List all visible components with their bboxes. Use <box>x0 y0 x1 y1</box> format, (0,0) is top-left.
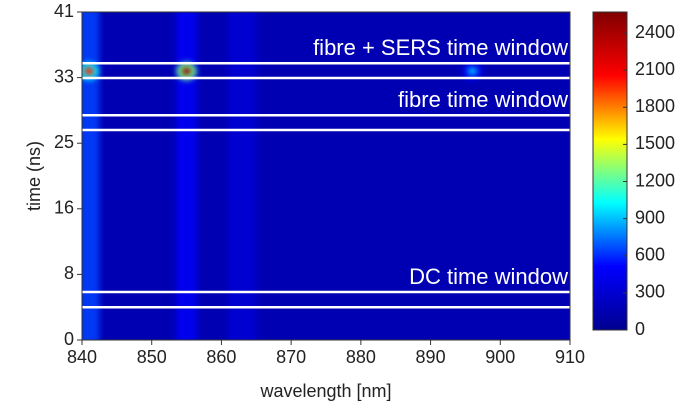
colorbar-tick-label: 600 <box>635 245 665 265</box>
colorbar-tick-label: 1500 <box>635 133 675 153</box>
heatmap-background <box>82 12 570 340</box>
colorbar-tick-label: 1800 <box>635 96 675 116</box>
colorbar <box>592 11 628 331</box>
hotspot <box>181 67 192 76</box>
window-label: fibre time window <box>398 87 568 112</box>
y-tick-label: 33 <box>54 66 74 86</box>
x-tick-label: 910 <box>555 347 585 367</box>
x-tick-label: 870 <box>276 347 306 367</box>
x-tick-label: 880 <box>346 347 376 367</box>
x-tick-label: 900 <box>485 347 515 367</box>
y-tick-label: 25 <box>54 132 74 152</box>
colorbar-tick-label: 0 <box>635 319 645 339</box>
y-tick-label: 8 <box>64 263 74 283</box>
x-axis-label: wavelength [nm] <box>259 381 391 401</box>
stripe <box>228 12 257 340</box>
y-tick-label: 41 <box>54 1 74 21</box>
x-tick-label: 840 <box>67 347 97 367</box>
y-tick-label: 16 <box>54 198 74 218</box>
x-tick-label: 850 <box>137 347 167 367</box>
hotspot <box>83 67 94 76</box>
plot-frame <box>81 11 571 341</box>
stripe <box>176 12 198 340</box>
colorbar-tick-label: 2100 <box>635 59 675 79</box>
colorbar-tick-label: 300 <box>635 282 665 302</box>
window-label: fibre + SERS time window <box>313 35 568 60</box>
window-label: DC time window <box>409 264 568 289</box>
x-tick-label: 890 <box>416 347 446 367</box>
heatmap <box>82 12 570 340</box>
hotspot <box>467 67 478 76</box>
colorbar-tick-label: 2400 <box>635 22 675 42</box>
colorbar-tick-label: 1200 <box>635 170 675 190</box>
x-tick-label: 860 <box>206 347 236 367</box>
colorbar-tick-label: 900 <box>635 207 665 227</box>
stripe <box>82 12 100 340</box>
y-axis-label: time (ns) <box>24 141 44 211</box>
y-tick-label: 0 <box>64 329 74 349</box>
